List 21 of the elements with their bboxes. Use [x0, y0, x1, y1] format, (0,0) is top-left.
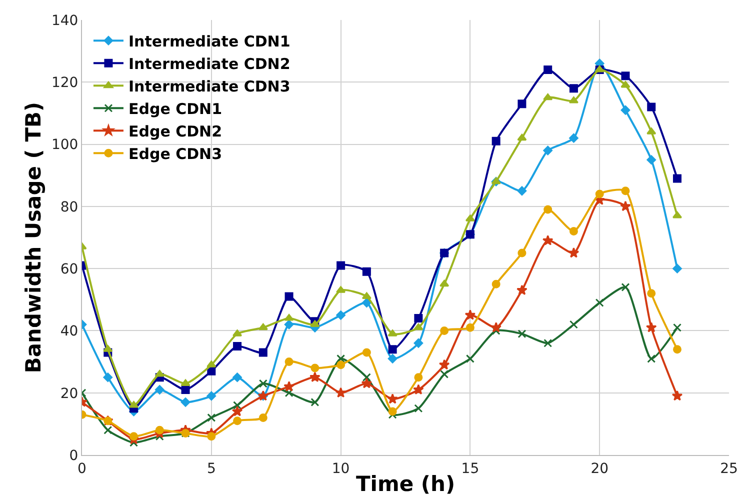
- legend-label: Edge CDN1: [128, 100, 222, 118]
- y-tick-label: 100: [51, 137, 78, 154]
- legend-label: Edge CDN3: [128, 144, 222, 163]
- y-tick-label: 20: [60, 386, 78, 402]
- legend-label: Intermediate CDN3: [128, 77, 290, 96]
- legend-label: Edge CDN2: [128, 122, 222, 140]
- legend-label: Intermediate CDN1: [128, 32, 290, 50]
- y-tick-label: 120: [51, 75, 78, 92]
- x-tick-label: 5: [206, 460, 216, 477]
- y-tick-label: 40: [60, 324, 78, 340]
- x-tick-label: 15: [461, 460, 480, 477]
- x-tick-label: 10: [332, 460, 350, 477]
- legend-label: Intermediate CDN2: [128, 54, 290, 73]
- x-axis-title: Time (h): [356, 472, 456, 496]
- y-tick-label: 60: [60, 261, 78, 278]
- y-axis-title: Bandwidth Usage ( TB): [22, 102, 46, 374]
- x-tick-label: 25: [720, 460, 738, 477]
- x-tick-label: 20: [590, 460, 609, 477]
- y-tick-label: 0: [69, 448, 78, 464]
- y-tick-label: 140: [51, 12, 78, 29]
- y-tick-label: 80: [60, 199, 78, 216]
